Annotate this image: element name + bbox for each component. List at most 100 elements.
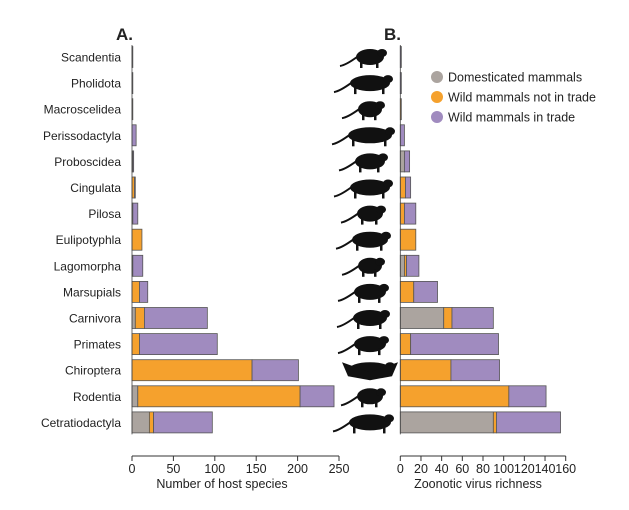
bar-segment-wild-mammals-not-in-trade — [137, 385, 301, 408]
bar-chiroptera — [399, 359, 500, 382]
category-label: Rodentia — [73, 390, 121, 404]
category-label: Macroscelidea — [44, 103, 122, 117]
category-label: Pilosa — [88, 207, 121, 221]
legend-swatch — [431, 71, 443, 83]
bar-segment-wild-mammals-not-in-trade — [134, 307, 145, 329]
bar-eulipotyphla — [399, 228, 417, 251]
treeshrew-silhouette-icon — [339, 49, 387, 68]
bar-cingulata — [131, 176, 136, 199]
bar-segment-wild-mammals-not-in-trade — [399, 202, 405, 225]
bar-marsupials — [399, 280, 438, 303]
category-label: Chiroptera — [65, 364, 121, 378]
bar-pilosa — [131, 202, 139, 225]
panel-b-xlabel: Zoonotic virus richness — [414, 477, 542, 491]
rat-silhouette-icon — [340, 388, 386, 408]
bar-segment-wild-mammals-in-trade — [139, 333, 218, 356]
bar-eulipotyphla — [131, 228, 143, 251]
category-label: Marsupials — [63, 285, 121, 299]
bar-segment-wild-mammals-not-in-trade — [399, 280, 415, 303]
bar-segment-wild-mammals-in-trade — [451, 307, 494, 329]
rhinoceros-silhouette-icon — [331, 127, 395, 147]
panel-a-bars: 0 50 100 150 200 250 — [129, 45, 349, 476]
bar-segment-wild-mammals-not-in-trade — [399, 333, 412, 356]
bar-lagomorpha — [399, 254, 420, 277]
bar-carnivora — [399, 307, 494, 329]
bar-segment-wild-mammals-in-trade — [132, 254, 144, 277]
bar-segment-wild-mammals-in-trade — [299, 385, 335, 408]
bar-segment-wild-mammals-not-in-trade — [399, 176, 406, 199]
bar-segment-domesticated-mammals — [399, 411, 494, 434]
bar-primates — [399, 333, 499, 356]
bar-segment-wild-mammals-in-trade — [132, 150, 135, 173]
bar-segment-wild-mammals-in-trade — [139, 280, 149, 303]
animal-silhouettes — [331, 49, 398, 434]
bar-chiroptera — [131, 359, 299, 382]
x-tick-label: 40 — [435, 462, 449, 476]
bar-perissodactyla — [131, 124, 137, 147]
x-tick-label: 100 — [493, 462, 514, 476]
category-label: Primates — [74, 338, 121, 352]
x-tick-label: 80 — [476, 462, 490, 476]
x-tick-label: 200 — [287, 462, 308, 476]
bar-rodentia — [131, 385, 335, 408]
bar-segment-wild-mammals-in-trade — [144, 307, 208, 329]
panel-a-xlabel: Number of host species — [156, 477, 287, 491]
legend: Domesticated mammals Wild mammals not in … — [431, 71, 596, 125]
legend-entry: Wild mammals not in trade — [448, 91, 596, 105]
bar-segment-wild-mammals-not-in-trade — [148, 411, 154, 434]
bar-segment-wild-mammals-in-trade — [496, 411, 561, 434]
bar-segment-wild-mammals-not-in-trade — [131, 359, 253, 382]
elephant-shrew-silhouette-icon — [341, 101, 385, 121]
x-tick-label: 160 — [555, 462, 576, 476]
bar-segment-domesticated-mammals — [131, 385, 139, 408]
bar-segment-wild-mammals-in-trade — [406, 254, 420, 277]
bar-rodentia — [399, 385, 547, 408]
bar-segment-domesticated-mammals — [131, 411, 150, 434]
category-label: Cetratiodactyla — [41, 416, 121, 430]
bar-pilosa — [399, 202, 417, 225]
x-axis-a: 0 50 100 150 200 250 — [129, 455, 349, 476]
panel-a-label: A. — [116, 25, 133, 44]
bar-segment-wild-mammals-in-trade — [450, 359, 500, 382]
bar-segment-wild-mammals-not-in-trade — [399, 359, 452, 382]
bar-carnivora — [131, 307, 208, 329]
bar-segment-domesticated-mammals — [399, 254, 405, 277]
hedgehog-silhouette-icon — [335, 231, 391, 251]
bar-segment-wild-mammals-in-trade — [410, 333, 499, 356]
category-labels: Scandentia Pholidota Macroscelidea Perissod… — [41, 51, 121, 430]
bar-segment-wild-mammals-in-trade — [251, 359, 299, 382]
bar-segment-wild-mammals-in-trade — [404, 150, 411, 173]
bar-segment-wild-mammals-in-trade — [132, 202, 139, 225]
bar-segment-wild-mammals-not-in-trade — [443, 307, 453, 329]
category-label: Scandentia — [61, 51, 121, 65]
category-label: Cingulata — [70, 181, 121, 195]
bar-cetratiodactyla — [399, 411, 561, 434]
bar-marsupials — [131, 280, 149, 303]
bar-primates — [131, 333, 218, 356]
bar-segment-wild-mammals-in-trade — [405, 176, 412, 199]
legend-entry: Domesticated mammals — [448, 71, 582, 85]
bar-cingulata — [399, 176, 412, 199]
elephant-silhouette-icon — [338, 153, 388, 173]
bar-segment-domesticated-mammals — [131, 307, 136, 329]
legend-swatch — [431, 91, 443, 103]
bar-segment-wild-mammals-in-trade — [134, 176, 136, 199]
bar-segment-wild-mammals-not-in-trade — [131, 280, 140, 303]
panel-b-bars: 0 20 40 60 80 100 120 140 160 — [397, 45, 576, 476]
legend-swatch — [431, 111, 443, 123]
bar-segment-wild-mammals-not-in-trade — [492, 411, 497, 434]
monkey-silhouette-icon — [337, 336, 389, 356]
bar-proboscidea — [399, 150, 411, 173]
x-tick-label: 20 — [414, 462, 428, 476]
panel-b-label: B. — [384, 25, 401, 44]
x-tick-label: 60 — [455, 462, 469, 476]
bar-perissodactyla — [399, 124, 405, 147]
bar-segment-wild-mammals-in-trade — [131, 124, 137, 147]
category-label: Perissodactyla — [43, 129, 121, 143]
bar-cetratiodactyla — [131, 411, 213, 434]
x-tick-label: 100 — [204, 462, 225, 476]
wolf-silhouette-icon — [336, 310, 390, 329]
legend-entry: Wild mammals in trade — [448, 111, 575, 125]
armadillo-silhouette-icon — [333, 179, 393, 199]
